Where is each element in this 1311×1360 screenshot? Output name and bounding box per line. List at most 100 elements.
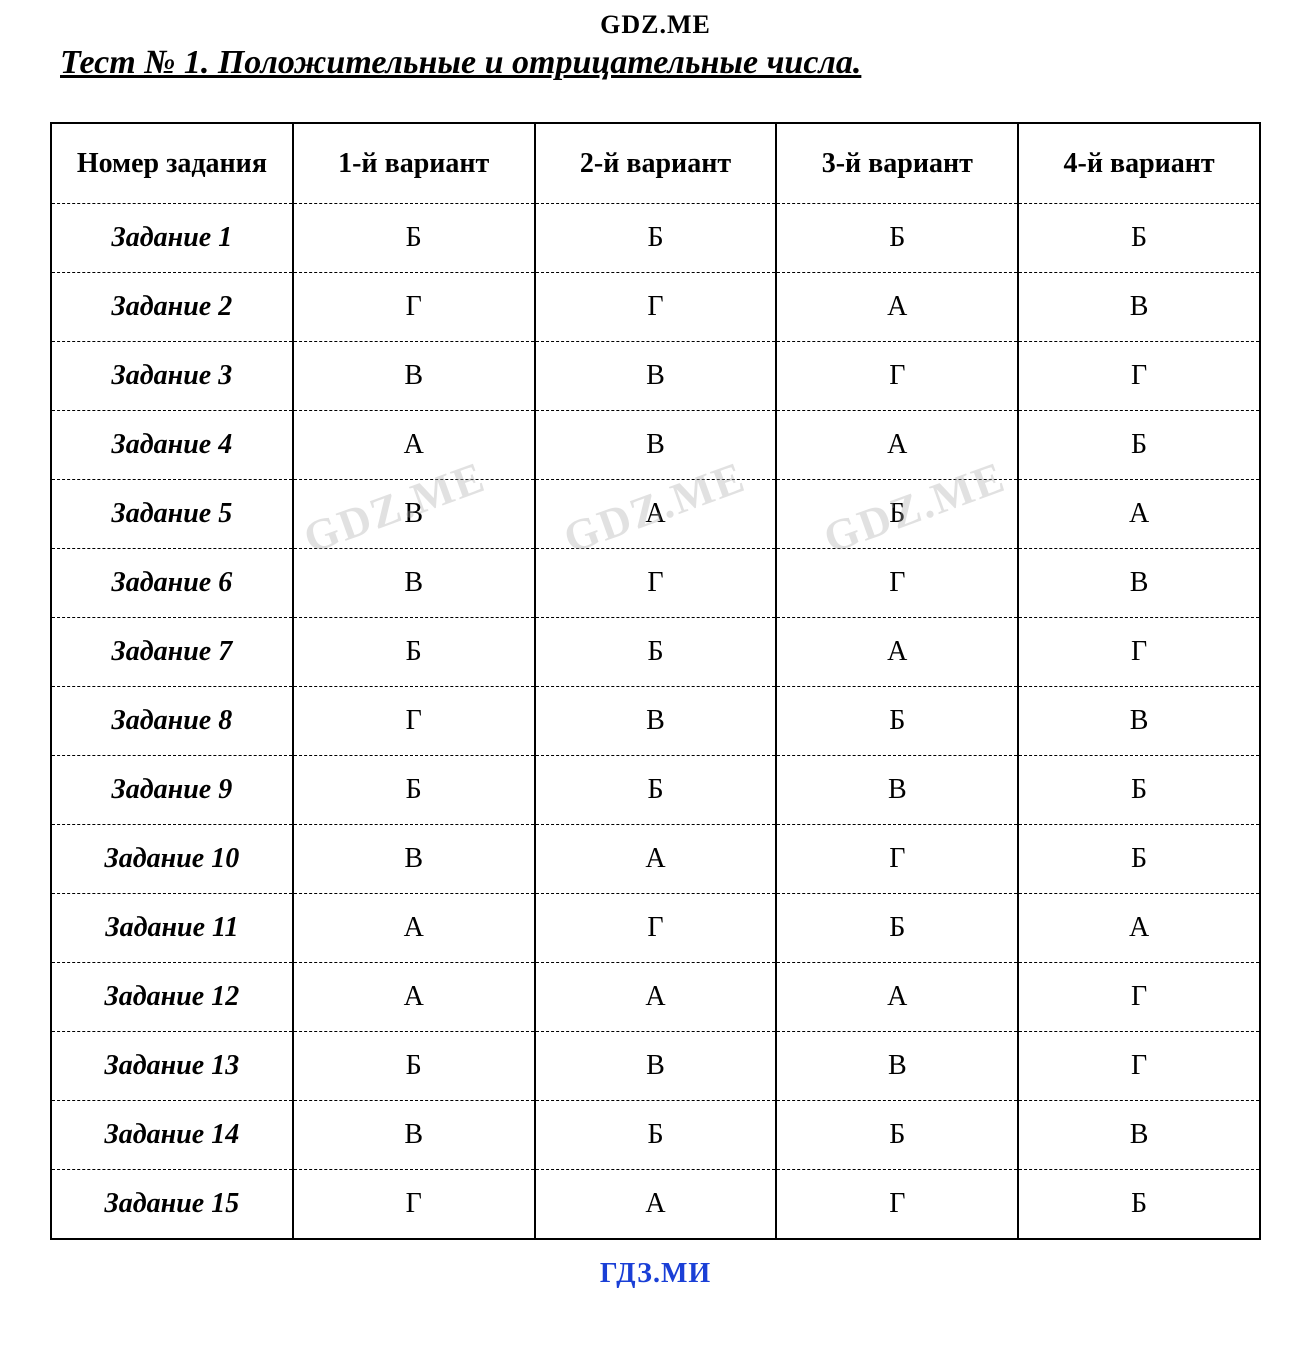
answer-cell: В — [535, 342, 777, 411]
answer-cell: В — [293, 549, 535, 618]
answer-cell: Б — [293, 1032, 535, 1101]
row-label: Задание 10 — [51, 825, 293, 894]
table-row: Задание 3ВВГГ — [51, 342, 1260, 411]
answer-cell: А — [1018, 480, 1260, 549]
row-label: Задание 12 — [51, 963, 293, 1032]
table-row: Задание 15ГАГБ — [51, 1170, 1260, 1240]
answer-cell: Г — [535, 894, 777, 963]
answer-cell: В — [293, 825, 535, 894]
answers-table: Номер задания 1-й вариант 2-й вариант 3-… — [50, 122, 1261, 1240]
answer-cell: Б — [535, 618, 777, 687]
answer-cell: Г — [1018, 342, 1260, 411]
row-label: Задание 6 — [51, 549, 293, 618]
row-label: Задание 2 — [51, 273, 293, 342]
answer-cell: А — [535, 825, 777, 894]
answer-cell: Б — [1018, 411, 1260, 480]
row-label: Задание 8 — [51, 687, 293, 756]
answer-cell: В — [535, 1032, 777, 1101]
row-label: Задание 3 — [51, 342, 293, 411]
answer-cell: Г — [776, 1170, 1018, 1240]
answer-cell: Г — [535, 549, 777, 618]
answer-cell: А — [293, 894, 535, 963]
table-row: Задание 8ГВБВ — [51, 687, 1260, 756]
answer-cell: Б — [776, 687, 1018, 756]
answer-cell: Г — [776, 342, 1018, 411]
row-label: Задание 9 — [51, 756, 293, 825]
answer-cell: Б — [293, 618, 535, 687]
row-label: Задание 14 — [51, 1101, 293, 1170]
answer-cell: В — [293, 1101, 535, 1170]
answer-cell: В — [776, 1032, 1018, 1101]
answer-cell: Б — [293, 204, 535, 273]
answer-cell: Б — [293, 756, 535, 825]
page-title: Тест № 1. Положительные и отрицательные … — [40, 44, 1271, 82]
answer-cell: Б — [1018, 825, 1260, 894]
row-label: Задание 1 — [51, 204, 293, 273]
answer-cell: Г — [1018, 963, 1260, 1032]
answer-cell: В — [1018, 687, 1260, 756]
row-label: Задание 5 — [51, 480, 293, 549]
answer-cell: Б — [1018, 204, 1260, 273]
table-row: Задание 6ВГГВ — [51, 549, 1260, 618]
table-row: Задание 11АГБА — [51, 894, 1260, 963]
answer-cell: А — [1018, 894, 1260, 963]
table-row: Задание 4АВАБ — [51, 411, 1260, 480]
header-variant-3: 3-й вариант — [776, 123, 1018, 204]
answer-cell: Г — [293, 273, 535, 342]
answer-cell: В — [535, 687, 777, 756]
answer-cell: Г — [1018, 618, 1260, 687]
header-task-number: Номер задания — [51, 123, 293, 204]
table-wrapper: GDZ.ME GDZ.ME GDZ.ME Номер задания 1-й в… — [40, 122, 1271, 1240]
answer-cell: В — [1018, 273, 1260, 342]
answer-cell: В — [776, 756, 1018, 825]
answer-cell: Г — [776, 549, 1018, 618]
answer-cell: Б — [535, 1101, 777, 1170]
table-row: Задание 5ВАБА — [51, 480, 1260, 549]
header-variant-4: 4-й вариант — [1018, 123, 1260, 204]
answer-cell: Г — [776, 825, 1018, 894]
answer-cell: В — [293, 480, 535, 549]
watermark-bottom: ГДЗ.МИ — [40, 1258, 1271, 1290]
header-variant-2: 2-й вариант — [535, 123, 777, 204]
answer-cell: А — [293, 411, 535, 480]
answer-cell: Г — [293, 1170, 535, 1240]
answer-cell: Б — [535, 204, 777, 273]
answer-cell: Б — [776, 204, 1018, 273]
table-row: Задание 2ГГАВ — [51, 273, 1260, 342]
answer-cell: Б — [535, 756, 777, 825]
table-row: Задание 1ББББ — [51, 204, 1260, 273]
row-label: Задание 7 — [51, 618, 293, 687]
answer-cell: Б — [1018, 756, 1260, 825]
row-label: Задание 13 — [51, 1032, 293, 1101]
answer-cell: А — [776, 411, 1018, 480]
header-variant-1: 1-й вариант — [293, 123, 535, 204]
table-header-row: Номер задания 1-й вариант 2-й вариант 3-… — [51, 123, 1260, 204]
answer-cell: А — [535, 963, 777, 1032]
table-row: Задание 7ББАГ — [51, 618, 1260, 687]
answer-cell: Г — [293, 687, 535, 756]
table-row: Задание 13БВВГ — [51, 1032, 1260, 1101]
answer-cell: Б — [776, 480, 1018, 549]
answer-cell: Б — [776, 1101, 1018, 1170]
answer-cell: Г — [535, 273, 777, 342]
answer-cell: Б — [776, 894, 1018, 963]
table-row: Задание 14ВББВ — [51, 1101, 1260, 1170]
answer-cell: В — [535, 411, 777, 480]
answer-cell: В — [1018, 1101, 1260, 1170]
answer-cell: А — [776, 963, 1018, 1032]
row-label: Задание 4 — [51, 411, 293, 480]
answer-cell: А — [776, 618, 1018, 687]
answer-cell: В — [1018, 549, 1260, 618]
answer-cell: А — [293, 963, 535, 1032]
table-row: Задание 10ВАГБ — [51, 825, 1260, 894]
table-row: Задание 9ББВБ — [51, 756, 1260, 825]
answer-cell: Г — [1018, 1032, 1260, 1101]
answer-cell: А — [535, 480, 777, 549]
row-label: Задание 11 — [51, 894, 293, 963]
answer-cell: А — [535, 1170, 777, 1240]
answer-cell: В — [293, 342, 535, 411]
answer-cell: Б — [1018, 1170, 1260, 1240]
row-label: Задание 15 — [51, 1170, 293, 1240]
table-row: Задание 12АААГ — [51, 963, 1260, 1032]
answer-cell: А — [776, 273, 1018, 342]
